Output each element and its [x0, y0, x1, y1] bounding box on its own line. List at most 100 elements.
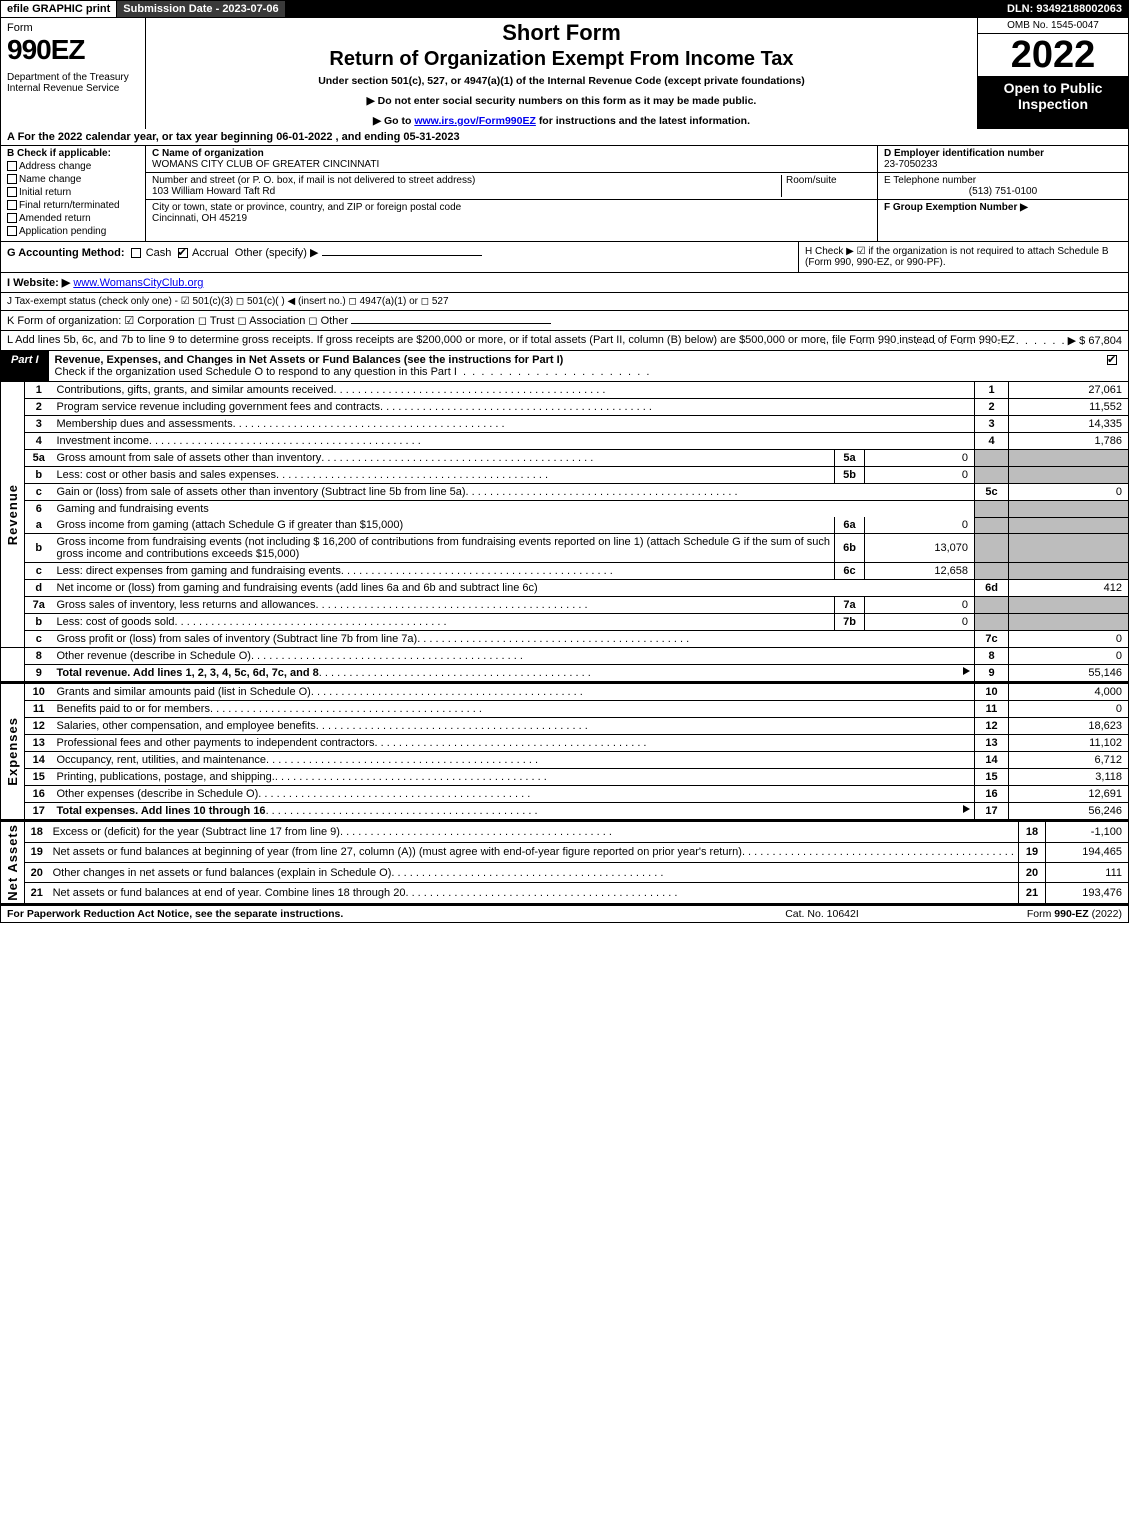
- part-i-title: Revenue, Expenses, and Changes in Net As…: [49, 351, 1098, 381]
- line-17-rlbl: 17: [975, 803, 1009, 820]
- line-6d-num: d: [25, 580, 53, 597]
- e-phone-block: E Telephone number (513) 751-0100: [878, 173, 1128, 200]
- page-footer: For Paperwork Reduction Act Notice, see …: [0, 904, 1129, 923]
- line-6a-mval: 0: [865, 517, 975, 534]
- line-9-rlbl: 9: [975, 665, 1009, 682]
- line-18-desc: Excess or (deficit) for the year (Subtra…: [49, 821, 1019, 842]
- line-8-rlbl: 8: [975, 648, 1009, 665]
- line-15-val: 3,118: [1009, 769, 1129, 786]
- line-14-rlbl: 14: [975, 752, 1009, 769]
- line-6c-mlbl: 6c: [835, 563, 865, 580]
- row-l-gross-receipts: L Add lines 5b, 6c, and 7b to line 9 to …: [0, 331, 1129, 351]
- line-6a-num: a: [25, 517, 53, 534]
- line-6b-mlbl: 6b: [835, 534, 865, 563]
- line-13-rlbl: 13: [975, 735, 1009, 752]
- side-netassets: Net Assets: [1, 821, 25, 903]
- chk-accrual[interactable]: [178, 248, 188, 258]
- line-8-val: 0: [1009, 648, 1129, 665]
- g-label: G Accounting Method:: [7, 247, 125, 259]
- irs-link[interactable]: www.irs.gov/Form990EZ: [414, 115, 536, 127]
- line-7a-mlbl: 7a: [835, 597, 865, 614]
- line-13-val: 11,102: [1009, 735, 1129, 752]
- line-1-num: 1: [25, 382, 53, 399]
- g-other: Other (specify) ▶: [235, 247, 319, 259]
- note-goto-post: for instructions and the latest informat…: [539, 115, 750, 127]
- line-12-num: 12: [25, 718, 53, 735]
- b-header: B Check if applicable:: [7, 148, 139, 159]
- chk-initial-return[interactable]: Initial return: [7, 187, 139, 198]
- expenses-table: Expenses 10 Grants and similar amounts p…: [0, 682, 1129, 820]
- line-1-val: 27,061: [1009, 382, 1129, 399]
- chk-final-return[interactable]: Final return/terminated: [7, 200, 139, 211]
- org-street: 103 William Howard Taft Rd: [152, 186, 781, 197]
- tax-year: 2022: [978, 34, 1128, 76]
- c-name-block: C Name of organization WOMANS CITY CLUB …: [146, 146, 877, 173]
- line-7c-rlbl: 7c: [975, 631, 1009, 648]
- row-i-website: I Website: ▶ www.WomansCityClub.org: [0, 273, 1129, 293]
- line-17-desc: Total expenses. Add lines 10 through 16: [53, 803, 975, 820]
- part-i-sub: Check if the organization used Schedule …: [55, 366, 457, 378]
- line-19-val: 194,465: [1046, 842, 1129, 862]
- line-7a-desc: Gross sales of inventory, less returns a…: [53, 597, 835, 614]
- line-6b-num: b: [25, 534, 53, 563]
- line-6c-desc: Less: direct expenses from gaming and fu…: [53, 563, 835, 580]
- line-2-rlbl: 2: [975, 399, 1009, 416]
- line-4-desc: Investment income: [53, 433, 975, 450]
- line-10-desc: Grants and similar amounts paid (list in…: [53, 683, 975, 701]
- line-16-val: 12,691: [1009, 786, 1129, 803]
- part-i-checkbox[interactable]: [1098, 351, 1128, 381]
- ein-value: 23-7050233: [884, 159, 1122, 170]
- chk-name-change[interactable]: Name change: [7, 174, 139, 185]
- line-7b-desc: Less: cost of goods sold: [53, 614, 835, 631]
- chk-address-change[interactable]: Address change: [7, 161, 139, 172]
- d-ein-block: D Employer identification number 23-7050…: [878, 146, 1128, 173]
- line-21-rlbl: 21: [1018, 883, 1045, 903]
- line-6a-mlbl: 6a: [835, 517, 865, 534]
- line-5a-desc: Gross amount from sale of assets other t…: [53, 450, 835, 467]
- omb-number: OMB No. 1545-0047: [978, 18, 1128, 34]
- line-6d-val: 412: [1009, 580, 1129, 597]
- line-10-num: 10: [25, 683, 53, 701]
- part-i-bar: Part I Revenue, Expenses, and Changes in…: [0, 351, 1129, 382]
- line-6a-desc: Gross income from gaming (attach Schedul…: [53, 517, 835, 534]
- line-5b-mlbl: 5b: [835, 467, 865, 484]
- g-other-input[interactable]: [322, 255, 482, 256]
- line-2-desc: Program service revenue including govern…: [53, 399, 975, 416]
- line-3-desc: Membership dues and assessments: [53, 416, 975, 433]
- department-label: Department of the Treasury Internal Reve…: [7, 72, 139, 94]
- line-8-num: 8: [25, 648, 53, 665]
- chk-application-pending[interactable]: Application pending: [7, 226, 139, 237]
- note-ssn: ▶ Do not enter social security numbers o…: [154, 95, 969, 107]
- line-1-desc: Contributions, gifts, grants, and simila…: [53, 382, 975, 399]
- title-return: Return of Organization Exempt From Incom…: [154, 48, 969, 71]
- k-other-input[interactable]: [351, 323, 551, 324]
- line-2-val: 11,552: [1009, 399, 1129, 416]
- row-j-tax-exempt: J Tax-exempt status (check only one) - ☑…: [0, 293, 1129, 311]
- line-7c-num: c: [25, 631, 53, 648]
- line-20-num: 20: [25, 862, 49, 882]
- c-room-label: Room/suite: [786, 175, 871, 186]
- line-15-desc: Printing, publications, postage, and shi…: [53, 769, 975, 786]
- section-c: C Name of organization WOMANS CITY CLUB …: [146, 146, 878, 241]
- line-5c-rlbl: 5c: [975, 484, 1009, 501]
- i-label: I Website: ▶: [7, 277, 70, 289]
- line-10-val: 4,000: [1009, 683, 1129, 701]
- chk-cash[interactable]: [131, 248, 141, 258]
- side-expenses: Expenses: [1, 683, 25, 820]
- website-link[interactable]: www.WomansCityClub.org: [73, 277, 203, 289]
- line-3-num: 3: [25, 416, 53, 433]
- chk-amended-return[interactable]: Amended return: [7, 213, 139, 224]
- efile-print-button[interactable]: efile GRAPHIC print: [1, 1, 117, 17]
- line-8-desc: Other revenue (describe in Schedule O): [53, 648, 975, 665]
- line-1-rlbl: 1: [975, 382, 1009, 399]
- section-b: B Check if applicable: Address change Na…: [1, 146, 146, 241]
- header-right: OMB No. 1545-0047 2022 Open to Public In…: [978, 18, 1128, 129]
- line-18-rlbl: 18: [1018, 821, 1045, 842]
- line-21-val: 193,476: [1046, 883, 1129, 903]
- block-bcdef: B Check if applicable: Address change Na…: [0, 146, 1129, 242]
- form-number: 990EZ: [7, 34, 139, 66]
- topbar-spacer: [286, 1, 1001, 17]
- line-5a-rshade2: [1009, 450, 1129, 467]
- footer-cat-no: Cat. No. 10642I: [722, 908, 922, 920]
- line-12-val: 18,623: [1009, 718, 1129, 735]
